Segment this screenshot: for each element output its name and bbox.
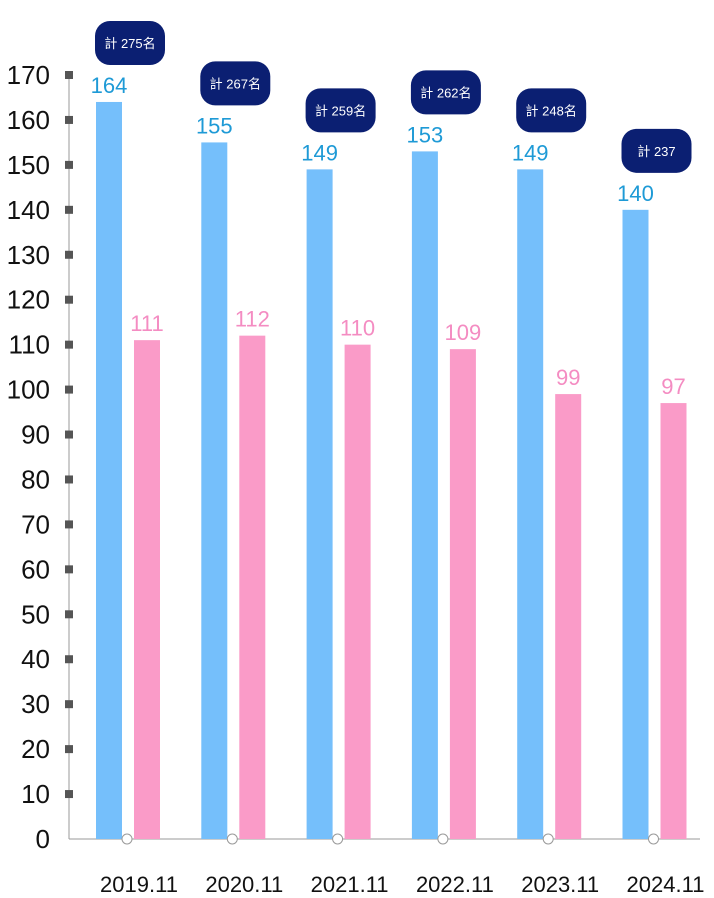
total-badge-label: 計 259名 [315,103,366,118]
bar-series-2 [344,344,371,839]
y-tick-mark [65,475,73,484]
y-tick-label: 130 [7,240,50,270]
y-tick-label: 110 [9,330,50,360]
data-label-series-1: 153 [407,122,444,147]
bar-series-2 [134,340,160,839]
y-tick-mark [65,250,73,259]
chart-axes: 0 10 20 30 40 50 60 70 80 90 100 110 120 130 140 150 160… [7,60,705,897]
total-badge-label: 計 248名 [526,103,577,118]
y-tick-mark [65,71,73,79]
data-label-series-2: 110 [340,316,375,341]
y-tick-mark [65,385,73,394]
y-tick-label: 140 [7,195,50,225]
data-label-series-1: 149 [301,140,338,165]
total-badge [516,88,587,133]
y-tick-mark [65,790,73,799]
category-marker [121,833,133,845]
total-badge-label: 計 262名 [420,85,471,100]
total-badge-label: 計 275名 [104,36,155,51]
y-tick-mark [65,610,73,619]
category-marker [437,833,449,845]
y-tick-mark [65,655,73,664]
y-tick-mark [65,205,73,214]
data-label-series-1: 164 [91,73,128,98]
y-tick-label: 100 [7,375,50,405]
data-label-series-2: 99 [556,365,580,390]
total-badge-label: 計 267名 [210,76,261,91]
data-label-series-2: 109 [445,320,482,345]
x-tick-label: 2020.11 [205,872,283,897]
y-tick-label: 160 [7,105,50,135]
total-badge [621,128,692,173]
y-tick-label: 40 [21,644,50,674]
bar-series-2 [239,335,266,839]
total-badge [305,88,376,133]
y-tick-label: 0 [36,824,50,854]
y-tick-label: 60 [21,554,50,584]
x-tick-label: 2024.11 [627,872,705,897]
data-label-series-1: 149 [512,140,549,165]
y-tick-mark [65,520,73,529]
y-tick-label: 20 [21,734,50,764]
bar-series-1 [622,209,649,839]
y-tick-label: 70 [21,509,50,539]
y-tick-label: 80 [21,464,50,494]
chart-data-labels: 164 111 155 112 149 110 153 109 149 99 140 97 [91,73,686,399]
total-badge [410,70,481,115]
y-tick-mark [65,115,73,124]
category-marker [332,833,344,845]
y-tick-mark [65,430,73,439]
x-tick-label: 2022.11 [416,872,494,897]
bar-series-1 [201,142,228,840]
bar-series-1 [306,169,333,839]
data-label-series-1: 155 [196,113,233,138]
y-tick-mark [65,160,73,169]
data-label-series-2: 97 [661,374,685,399]
bar-series-1 [411,151,438,839]
y-tick-label: 90 [21,420,50,450]
x-tick-label: 2023.11 [521,872,599,897]
total-badge [95,20,165,65]
data-label-series-2: 111 [130,311,163,336]
y-tick-label: 120 [7,285,50,315]
y-tick-label: 30 [21,689,50,719]
y-tick-label: 50 [21,599,50,629]
category-marker [542,833,554,845]
total-badge-label: 計 237 [637,144,675,159]
bar-series-1 [517,169,544,839]
y-tick-label: 170 [7,60,50,90]
y-tick-mark [65,565,73,574]
bar-series-1 [96,101,122,839]
y-tick-label: 150 [7,150,50,180]
category-marker [226,833,238,845]
y-tick-mark [65,700,73,709]
y-tick-mark [65,745,73,754]
data-label-series-1: 140 [617,181,654,206]
bar-series-2 [449,349,476,839]
y-tick-mark [65,295,73,304]
x-tick-label: 2021.11 [311,872,389,897]
category-marker [648,833,659,845]
chart-bars [96,101,687,845]
y-tick-label: 10 [21,779,50,809]
total-badge [200,61,271,106]
x-tick-label: 2019.11 [100,872,178,897]
y-tick-mark [65,340,73,349]
data-label-series-2: 112 [235,307,270,332]
bar-series-2 [555,394,582,839]
bar-series-2 [660,403,687,839]
